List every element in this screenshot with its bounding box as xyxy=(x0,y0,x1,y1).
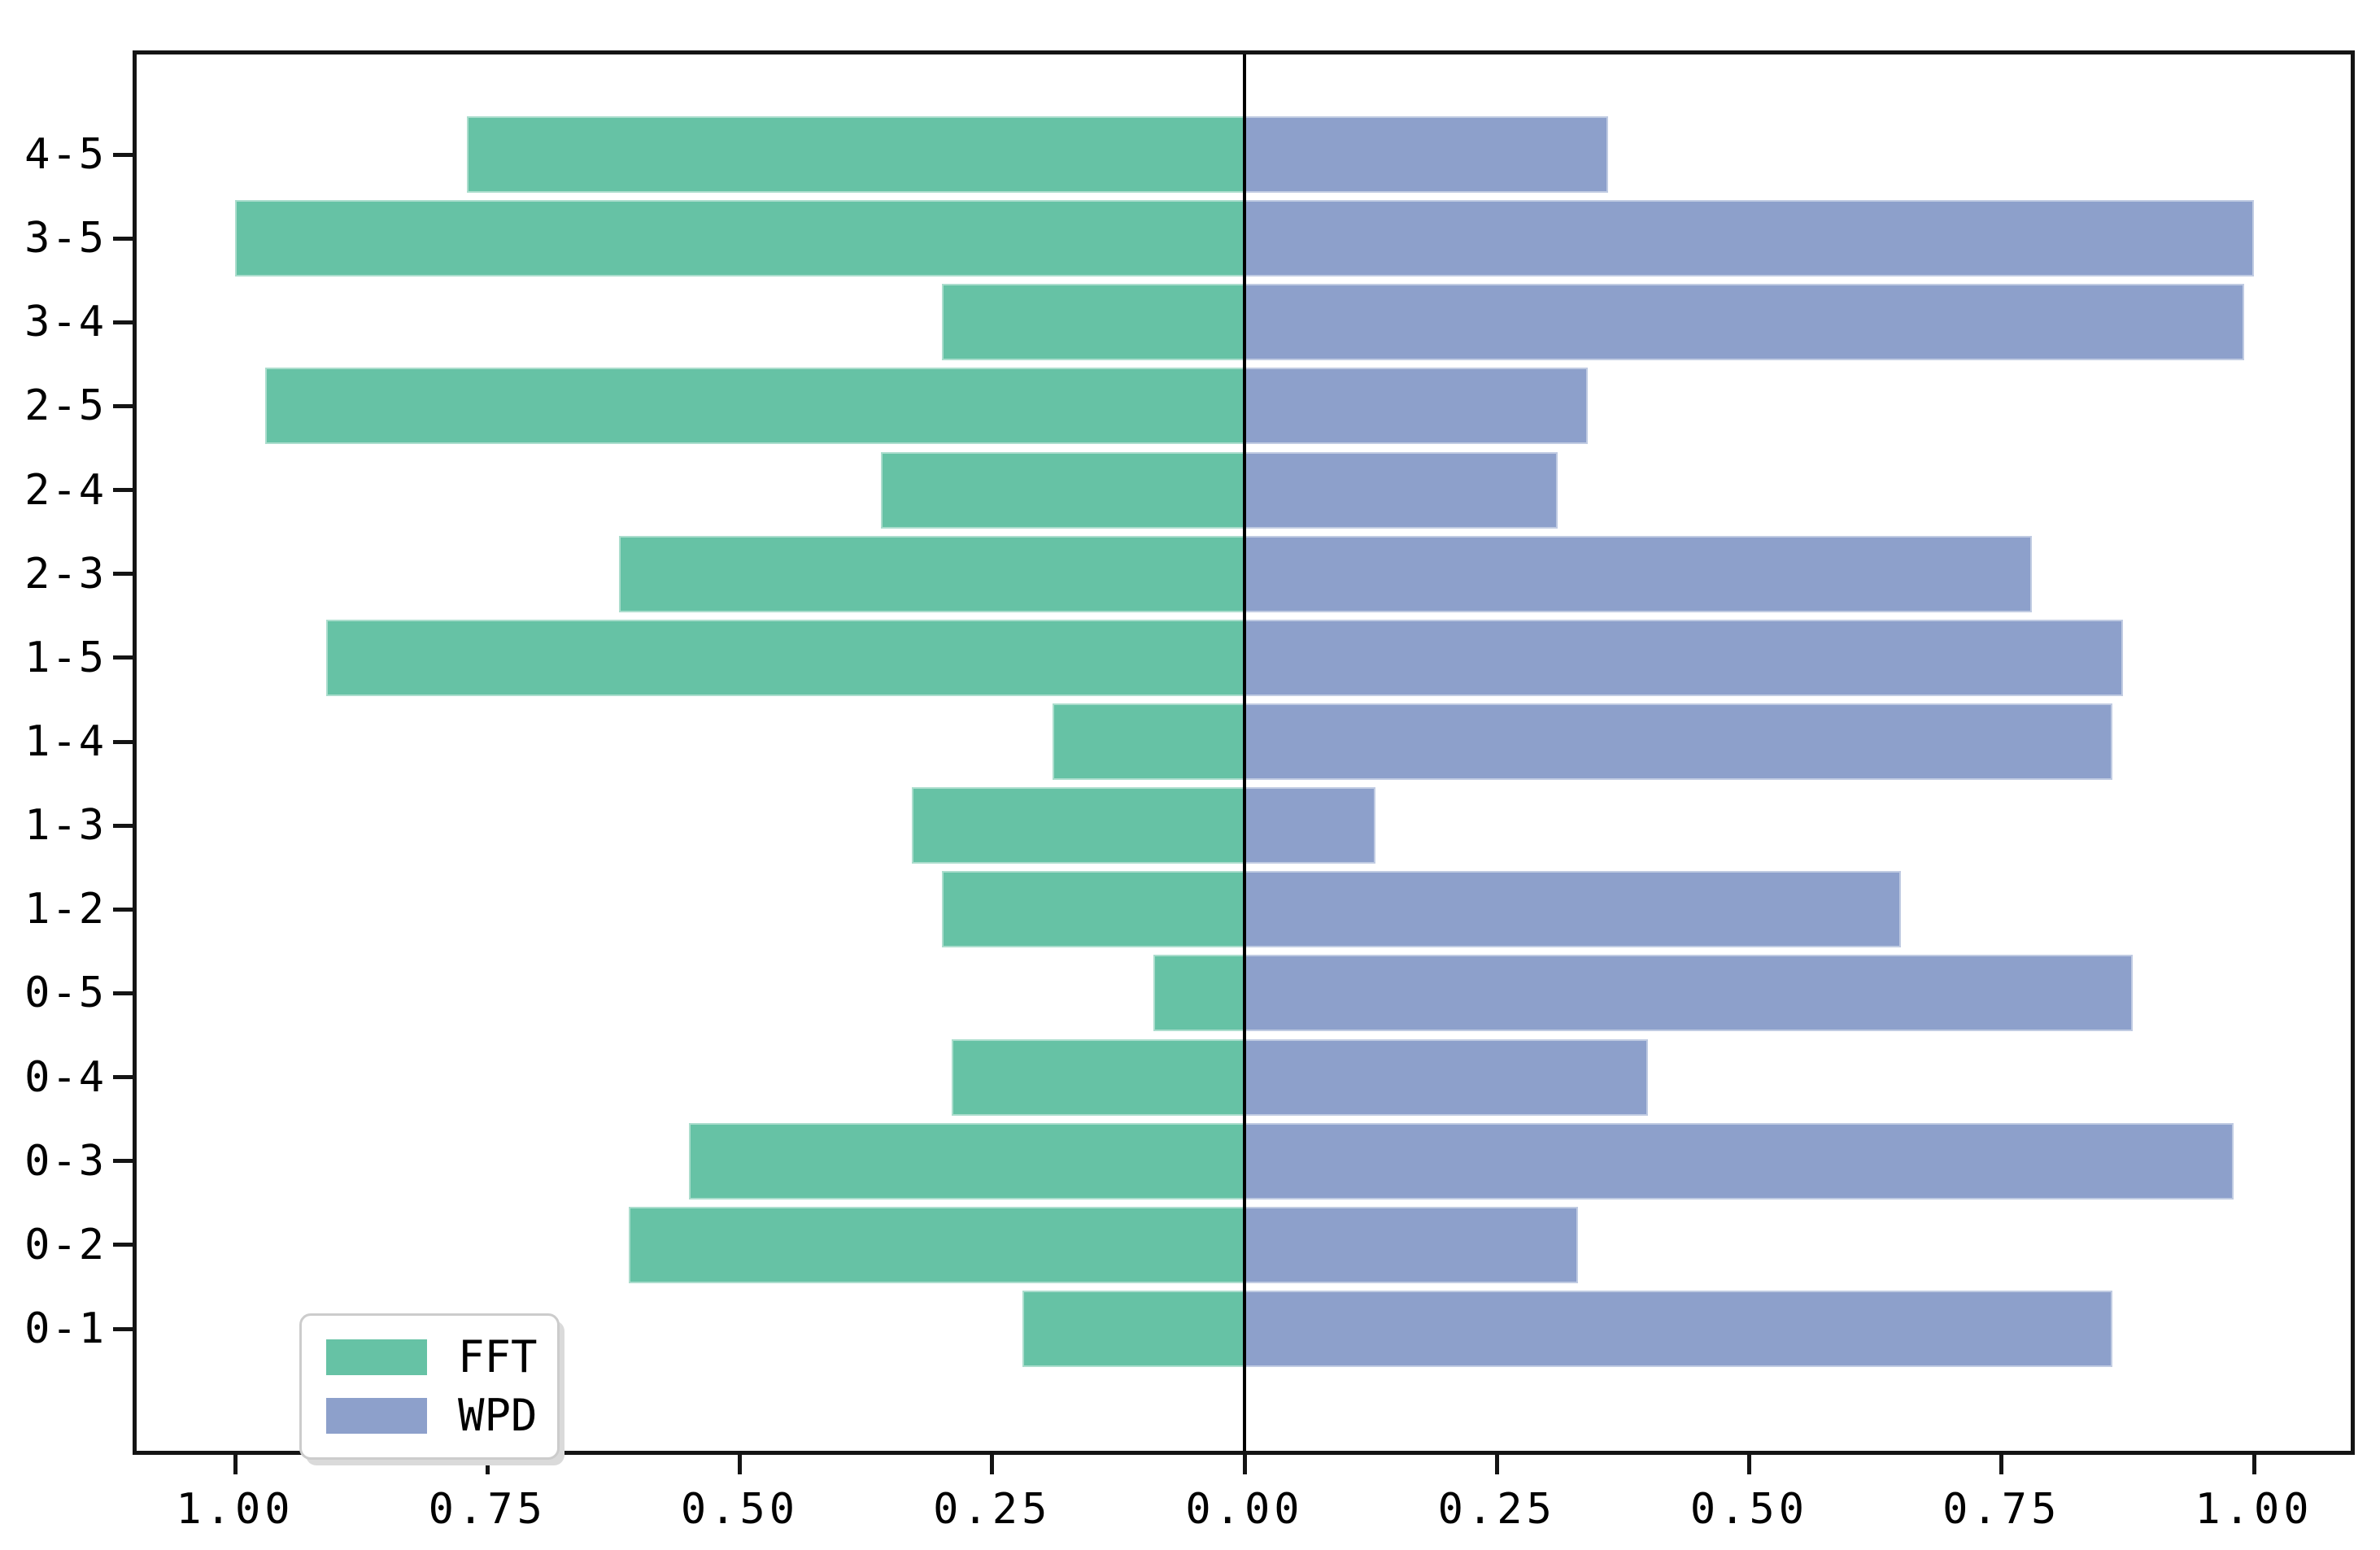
bar-fft-3-5 xyxy=(235,200,1244,277)
y-tick-mark xyxy=(113,1326,133,1331)
bar-wpd-3-4 xyxy=(1244,284,2244,361)
bar-wpd-1-5 xyxy=(1244,619,2123,696)
bar-wpd-1-2 xyxy=(1244,871,1901,948)
legend-swatch-wpd-icon xyxy=(326,1398,427,1434)
bar-fft-0-1 xyxy=(1022,1291,1244,1367)
bar-wpd-4-5 xyxy=(1244,116,1608,193)
y-tick-mark xyxy=(113,572,133,577)
legend-swatch-fft-icon xyxy=(326,1339,427,1375)
bar-fft-0-2 xyxy=(629,1206,1244,1283)
y-tick-mark xyxy=(113,655,133,660)
bar-fft-1-5 xyxy=(325,619,1244,696)
y-tick-label-3-5: 3-5 xyxy=(24,214,106,263)
bar-fft-4-5 xyxy=(467,116,1244,193)
x-tick-label: 0.75 xyxy=(428,1485,547,1534)
x-tick-mark xyxy=(738,1455,742,1474)
y-tick-label-0-2: 0-2 xyxy=(24,1220,106,1269)
legend-label-wpd: WPD xyxy=(458,1390,538,1441)
bar-wpd-0-4 xyxy=(1244,1038,1649,1116)
x-tick-label: 0.25 xyxy=(933,1485,1052,1534)
y-tick-label-0-5: 0-5 xyxy=(24,969,106,1018)
bar-fft-3-4 xyxy=(941,284,1244,361)
legend-item-wpd: WPD xyxy=(302,1394,557,1438)
legend: FFT WPD xyxy=(299,1313,560,1460)
x-tick-mark xyxy=(233,1455,238,1474)
y-tick-label-3-4: 3-4 xyxy=(24,298,106,347)
bar-wpd-3-5 xyxy=(1244,200,2254,277)
y-tick-mark xyxy=(113,823,133,828)
x-tick-label: 1.00 xyxy=(176,1485,294,1534)
y-tick-mark xyxy=(113,152,133,157)
y-tick-mark xyxy=(113,236,133,241)
y-tick-mark xyxy=(113,1159,133,1164)
bar-fft-0-4 xyxy=(952,1038,1244,1116)
y-tick-label-1-2: 1-2 xyxy=(24,885,106,934)
x-tick-label: 0.00 xyxy=(1185,1485,1304,1534)
bar-fft-2-5 xyxy=(265,368,1244,445)
y-tick-mark xyxy=(113,1243,133,1247)
y-tick-label-2-4: 2-4 xyxy=(24,465,106,515)
y-tick-mark xyxy=(113,320,133,324)
bar-wpd-0-5 xyxy=(1244,955,2134,1032)
y-tick-mark xyxy=(113,991,133,995)
bar-wpd-0-3 xyxy=(1244,1122,2234,1200)
y-tick-label-2-3: 2-3 xyxy=(24,549,106,599)
y-tick-label-1-3: 1-3 xyxy=(24,801,106,851)
x-tick-label: 0.50 xyxy=(680,1485,800,1534)
y-tick-label-1-5: 1-5 xyxy=(24,633,106,682)
bar-fft-1-2 xyxy=(941,871,1244,948)
y-tick-mark xyxy=(113,403,133,408)
legend-label-fft: FFT xyxy=(458,1331,538,1382)
x-tick-label: 0.50 xyxy=(1689,1485,1809,1534)
bar-fft-1-3 xyxy=(911,787,1244,864)
y-tick-label-4-5: 4-5 xyxy=(24,130,106,179)
zero-line xyxy=(1243,54,1246,1451)
bar-wpd-1-4 xyxy=(1244,703,2113,780)
bar-wpd-2-5 xyxy=(1244,368,1588,445)
y-tick-mark xyxy=(113,488,133,493)
legend-item-fft: FFT xyxy=(302,1335,557,1379)
y-tick-label-0-4: 0-4 xyxy=(24,1052,106,1102)
x-tick-mark xyxy=(2251,1455,2256,1474)
x-tick-mark xyxy=(1747,1455,1751,1474)
y-tick-label-1-4: 1-4 xyxy=(24,717,106,766)
x-tick-mark xyxy=(990,1455,995,1474)
y-tick-label-2-5: 2-5 xyxy=(24,381,106,431)
x-tick-mark xyxy=(1999,1455,2004,1474)
bar-fft-2-4 xyxy=(881,451,1244,529)
x-tick-mark xyxy=(1494,1455,1499,1474)
x-tick-label: 0.75 xyxy=(1942,1485,2061,1534)
y-tick-mark xyxy=(113,739,133,744)
y-tick-mark xyxy=(113,907,133,912)
y-tick-label-0-1: 0-1 xyxy=(24,1304,106,1353)
bar-wpd-0-2 xyxy=(1244,1206,1578,1283)
plot-area: FFT WPD xyxy=(133,50,2355,1460)
x-tick-mark xyxy=(1242,1455,1247,1474)
bar-fft-0-3 xyxy=(689,1122,1244,1200)
x-tick-label: 1.00 xyxy=(2195,1485,2313,1534)
x-tick-label: 0.25 xyxy=(1437,1485,1556,1534)
bar-fft-0-5 xyxy=(1153,955,1244,1032)
bar-wpd-2-3 xyxy=(1244,535,2032,612)
bar-wpd-1-3 xyxy=(1244,787,1376,864)
x-tick-mark xyxy=(485,1455,490,1474)
y-tick-label-0-3: 0-3 xyxy=(24,1136,106,1186)
bar-wpd-0-1 xyxy=(1244,1291,2113,1367)
y-tick-mark xyxy=(113,1075,133,1079)
bar-fft-1-4 xyxy=(1053,703,1244,780)
bar-wpd-2-4 xyxy=(1244,451,1558,529)
bar-fft-2-3 xyxy=(618,535,1244,612)
